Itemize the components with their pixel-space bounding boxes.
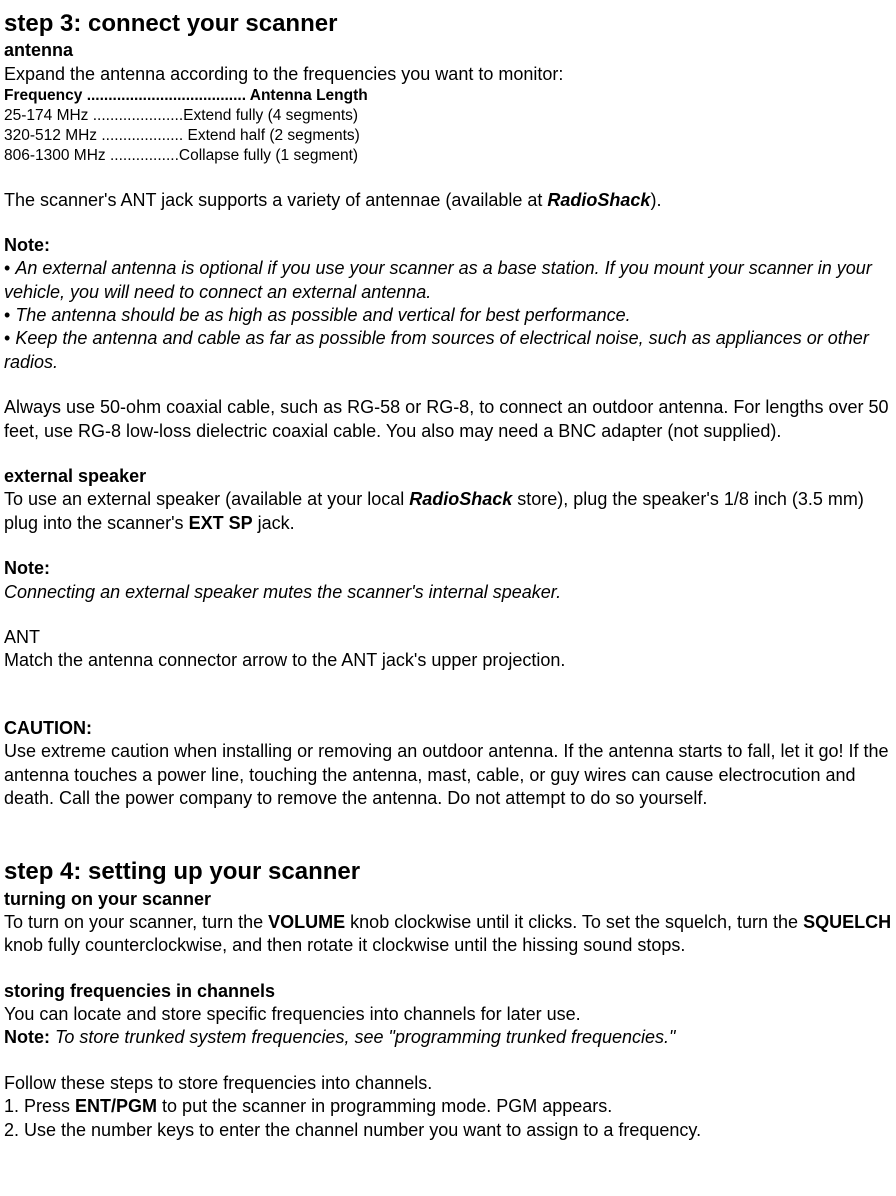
speaker-suffix: jack.	[253, 513, 295, 533]
ant-match-text: Match the antenna connector arrow to the…	[4, 649, 892, 672]
turning-on-text: To turn on your scanner, turn the VOLUME…	[4, 911, 892, 958]
antenna-table-row: 320-512 MHz ................... Extend h…	[4, 126, 892, 146]
antenna-heading: antenna	[4, 39, 892, 62]
external-speaker-heading: external speaker	[4, 465, 892, 488]
step-4-title: step 4: setting up your scanner	[4, 856, 892, 887]
step-2: 2. Use the number keys to enter the chan…	[4, 1119, 892, 1142]
storing-follow: Follow these steps to store frequencies …	[4, 1072, 892, 1095]
ent-pgm-label: ENT/PGM	[75, 1096, 157, 1116]
note-label: Note:	[4, 234, 892, 257]
antenna-intro: Expand the antenna according to the freq…	[4, 63, 892, 86]
radioshack-brand: RadioShack	[409, 489, 512, 509]
step-1: 1. Press ENT/PGM to put the scanner in p…	[4, 1095, 892, 1118]
note-label: Note:	[4, 557, 892, 580]
ant-jack-text: The scanner's ANT jack supports a variet…	[4, 189, 892, 212]
note-text: An external antenna is optional if you u…	[4, 258, 872, 301]
storing-note-text: To store trunked system frequencies, see…	[55, 1027, 675, 1047]
note-text: The antenna should be as high as possibl…	[15, 305, 630, 325]
step1-suffix: to put the scanner in programming mode. …	[157, 1096, 612, 1116]
step-3-title: step 3: connect your scanner	[4, 8, 892, 39]
note-label: Note:	[4, 1027, 55, 1047]
ant-jack-prefix: The scanner's ANT jack supports a variet…	[4, 190, 547, 210]
squelch-label: SQUELCH	[803, 912, 891, 932]
volume-label: VOLUME	[268, 912, 345, 932]
ant-jack-suffix: ).	[650, 190, 661, 210]
caution-label: CAUTION:	[4, 717, 892, 740]
note-item: • An external antenna is optional if you…	[4, 257, 892, 304]
coax-text: Always use 50-ohm coaxial cable, such as…	[4, 396, 892, 443]
turnon-mid: knob clockwise until it clicks. To set t…	[345, 912, 803, 932]
speaker-note-text: Connecting an external speaker mutes the…	[4, 581, 892, 604]
step1-prefix: 1. Press	[4, 1096, 75, 1116]
antenna-table-row: 25-174 MHz .....................Extend f…	[4, 106, 892, 126]
turning-on-heading: turning on your scanner	[4, 888, 892, 911]
note-item: • Keep the antenna and cable as far as p…	[4, 327, 892, 374]
speaker-prefix: To use an external speaker (available at…	[4, 489, 409, 509]
ant-label: ANT	[4, 626, 892, 649]
antenna-table-row: 806-1300 MHz ................Collapse fu…	[4, 146, 892, 166]
note-item: • The antenna should be as high as possi…	[4, 304, 892, 327]
radioshack-brand: RadioShack	[547, 190, 650, 210]
note-text: Keep the antenna and cable as far as pos…	[4, 328, 869, 371]
turnon-prefix: To turn on your scanner, turn the	[4, 912, 268, 932]
ext-sp-label: EXT SP	[189, 513, 253, 533]
antenna-table-header: Frequency ..............................…	[4, 86, 892, 106]
caution-text: Use extreme caution when installing or r…	[4, 740, 892, 810]
storing-intro: You can locate and store specific freque…	[4, 1003, 892, 1026]
external-speaker-text: To use an external speaker (available at…	[4, 488, 892, 535]
storing-note: Note: To store trunked system frequencie…	[4, 1026, 892, 1049]
turnon-suffix: knob fully counterclockwise, and then ro…	[4, 935, 685, 955]
storing-heading: storing frequencies in channels	[4, 980, 892, 1003]
